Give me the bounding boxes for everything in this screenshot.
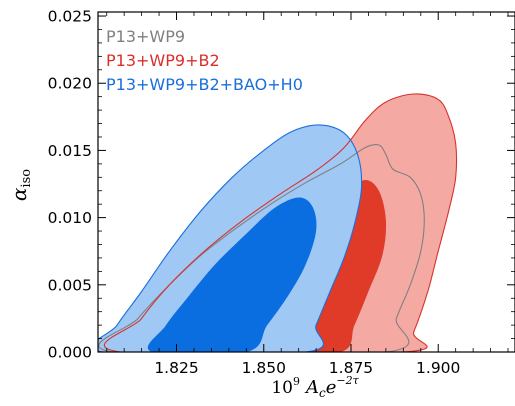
contour-68-p13-wp9-b2-bao-h0 xyxy=(147,197,317,352)
x-tick-label: 1.900 xyxy=(416,359,460,377)
tick-layer: 1.825 1.850 1.875 1.900 0.000 0.005 0.010 0.015… xyxy=(48,8,515,377)
y-tick-label: 0.015 xyxy=(48,142,92,160)
contour-outline-p13-wp9-b2-bao-h0 xyxy=(98,124,363,352)
y-tick-label: 0.005 xyxy=(48,276,92,294)
x-axis-label: 109 Ace−2τ xyxy=(271,374,359,400)
x-tick-label: 1.875 xyxy=(329,359,373,377)
legend-entry-p13-wp9: P13+WP9 xyxy=(106,27,185,46)
x-tick-label: 1.850 xyxy=(242,359,286,377)
legend-entry-p13-wp9-b2-bao-h0: P13+WP9+B2+BAO+H0 xyxy=(106,75,303,94)
y-tick-label: 0.010 xyxy=(48,209,92,227)
x-tick-label: 1.825 xyxy=(154,359,198,377)
contour-95-p13-wp9-b2-bao-h0 xyxy=(98,124,362,352)
y-axis-label: αiso xyxy=(7,169,34,201)
plot-frame xyxy=(97,11,515,353)
contour-outline-p13-wp9 xyxy=(98,143,425,352)
legend-entry-p13-wp9-b2: P13+WP9+B2 xyxy=(106,51,220,70)
y-tick-label: 0.020 xyxy=(48,75,92,93)
contour-outline-p13-wp9-b2 xyxy=(103,93,458,352)
y-tick-label: 0.000 xyxy=(48,344,92,362)
y-tick-label: 0.025 xyxy=(48,8,92,26)
legend: P13+WP9 P13+WP9+B2 P13+WP9+B2+BAO+H0 xyxy=(106,27,303,94)
contour-layer xyxy=(98,93,458,352)
